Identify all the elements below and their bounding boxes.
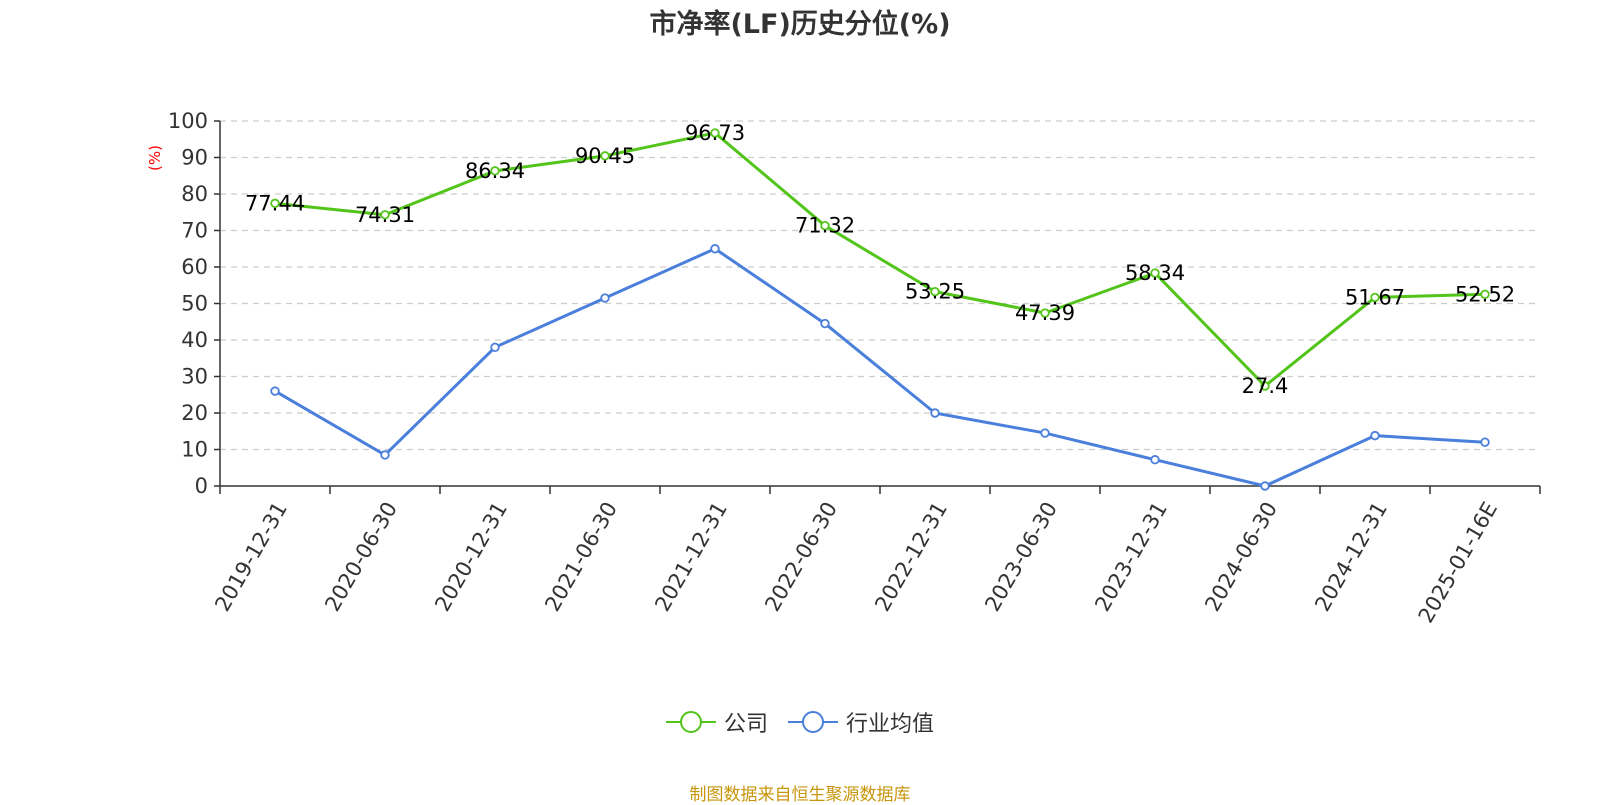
data-point — [1040, 428, 1050, 438]
legend: 公司 行业均值 — [0, 706, 1600, 738]
y-tick-label: 60 — [181, 255, 208, 279]
data-label: 27.4 — [1242, 374, 1289, 398]
y-tick-label: 0 — [195, 474, 208, 498]
y-tick-label: 10 — [181, 438, 208, 462]
y-tick-label: 70 — [181, 219, 208, 243]
x-tick-label: 2023-12-31 — [1090, 498, 1172, 616]
data-point — [380, 210, 390, 220]
data-point — [930, 286, 940, 297]
axes — [214, 120, 1541, 494]
data-point — [1040, 308, 1050, 318]
x-tick-label: 2022-06-30 — [760, 498, 842, 616]
data-label: 53.25 — [905, 280, 965, 304]
x-tick-label: 2020-06-30 — [320, 498, 402, 616]
y-tick-label: 40 — [181, 328, 208, 352]
x-tick-label: 2021-06-30 — [540, 498, 622, 616]
data-point — [600, 151, 610, 161]
x-tick-label: 2022-12-31 — [870, 498, 952, 616]
series-lines — [270, 128, 1490, 491]
y-axis-label: (%) — [146, 145, 164, 171]
legend-label-company: 公司 — [723, 712, 768, 737]
series-line-industry — [274, 247, 1486, 488]
y-tick-label: 20 — [181, 401, 208, 425]
data-label: 90.45 — [575, 144, 635, 168]
x-tick-label: 2024-06-30 — [1200, 498, 1282, 616]
x-tick-labels: 2019-12-31 2020-06-30 2020-12-31 2021-06-30… — [210, 498, 1502, 627]
data-labels: 77.44 74.31 86.34 90.45 96.73 71.32 53.25 47.39… — [245, 121, 1515, 398]
grid-lines — [220, 120, 1540, 451]
legend-item-company[interactable]: 公司 — [665, 706, 768, 738]
data-point — [820, 220, 830, 231]
data-point — [270, 386, 280, 396]
series-line-company — [274, 131, 1486, 388]
y-tick-label: 90 — [181, 146, 208, 170]
data-point — [1260, 481, 1270, 491]
data-point — [930, 408, 940, 418]
data-point — [710, 244, 720, 254]
data-point — [1150, 268, 1160, 278]
source-note: 制图数据来自恒生聚源数据库 — [689, 785, 911, 805]
data-point — [600, 293, 610, 303]
data-label: 58.34 — [1125, 261, 1185, 285]
data-point — [490, 342, 500, 352]
y-tick-labels: 0 10 20 30 40 50 60 70 80 90 100 — [168, 109, 208, 498]
data-label: 96.73 — [685, 121, 745, 145]
data-point — [710, 128, 720, 138]
data-label: 52.52 — [1455, 282, 1515, 306]
data-label: 71.32 — [795, 214, 855, 238]
data-point — [1150, 455, 1160, 465]
data-point — [1370, 430, 1380, 441]
x-tick-label: 2019-12-31 — [210, 498, 292, 616]
data-label: 51.67 — [1345, 285, 1405, 309]
data-point — [1480, 437, 1490, 447]
x-tick-label: 2024-12-31 — [1310, 498, 1392, 616]
data-point — [380, 450, 390, 460]
y-tick-label: 100 — [168, 109, 208, 133]
y-tick-label: 80 — [181, 182, 208, 206]
data-label: 86.34 — [465, 159, 525, 183]
data-point — [820, 318, 830, 329]
x-tick-label: 2020-12-31 — [430, 498, 512, 616]
x-tick-label: 2023-06-30 — [980, 498, 1062, 616]
legend-company-icon — [665, 711, 716, 733]
y-tick-label: 50 — [181, 292, 208, 316]
legend-item-industry[interactable]: 行业均值 — [788, 706, 934, 738]
data-label: 47.39 — [1015, 301, 1075, 325]
chart-title: 市净率(LF)历史分位(%) — [649, 9, 951, 40]
data-label: 74.31 — [355, 203, 415, 227]
data-point — [1370, 292, 1380, 303]
y-tick-label: 30 — [181, 365, 208, 389]
legend-industry-icon — [788, 711, 838, 733]
data-point — [1260, 381, 1270, 391]
data-point — [1480, 289, 1490, 300]
data-point — [490, 166, 500, 176]
x-tick-label: 2025-01-16E — [1414, 498, 1502, 627]
data-label: 77.44 — [245, 191, 305, 215]
data-point — [270, 198, 280, 209]
legend-label-industry: 行业均值 — [846, 712, 935, 737]
x-tick-label: 2021-12-31 — [650, 498, 732, 616]
